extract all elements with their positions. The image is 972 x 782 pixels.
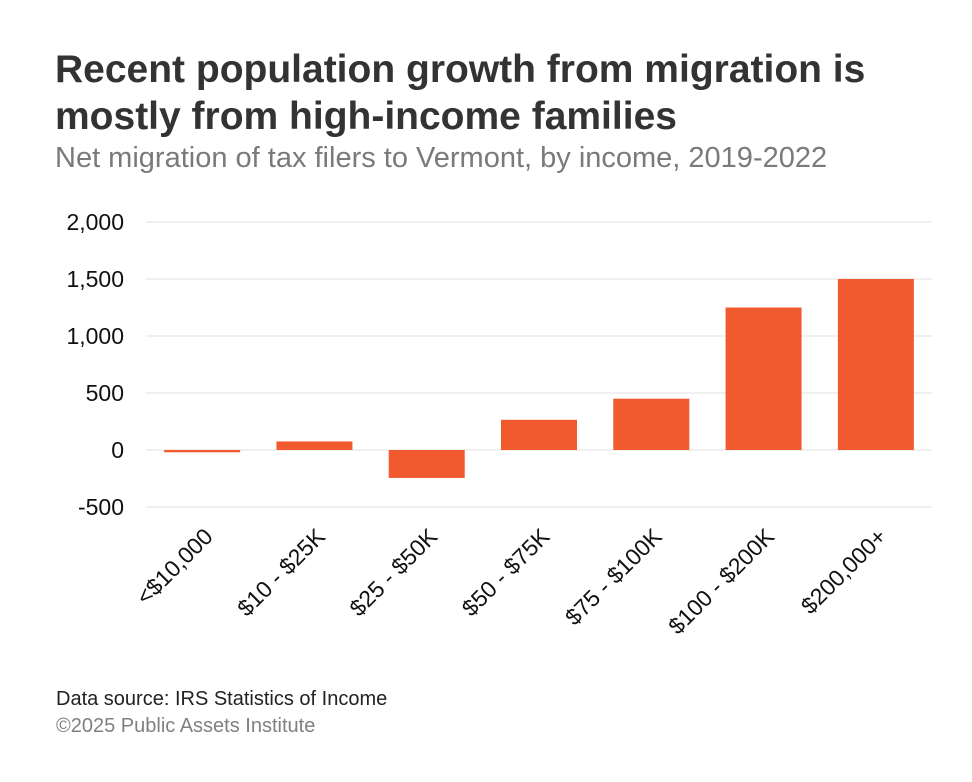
x-tick-label: $100 - $200K	[663, 523, 780, 640]
x-axis-labels: <$10,000 $10 - $25K $25 - $50K $50 - $75K $7…	[131, 523, 891, 640]
y-tick-label: 2,000	[66, 209, 124, 235]
y-tick-label: -500	[78, 494, 124, 520]
bar	[388, 450, 465, 478]
x-tick-label: $75 - $100K	[560, 523, 667, 630]
y-tick-label: 500	[86, 380, 124, 406]
copyright-note: ©2025 Public Assets Institute	[56, 715, 316, 737]
x-tick-label: $50 - $75K	[457, 523, 555, 621]
y-tick-label: 1,000	[66, 323, 124, 349]
bar	[613, 398, 690, 450]
y-tick-label: 0	[111, 437, 124, 463]
bar	[837, 279, 914, 450]
chart-subtitle: Net migration of tax filers to Vermont, …	[55, 142, 828, 174]
bar	[501, 419, 577, 450]
bars	[164, 279, 914, 478]
bar	[276, 441, 353, 450]
bar	[164, 450, 241, 453]
gridlines	[146, 221, 932, 508]
chart-title: Recent population growth from migration …	[55, 48, 866, 138]
bar-chart: 2,000 1,500 1,000 500 0 -500 <$10,000 $10 - $2…	[66, 209, 932, 640]
data-source-note: Data source: IRS Statistics of Income	[56, 688, 388, 710]
y-axis-labels: 2,000 1,500 1,000 500 0 -500	[66, 209, 124, 520]
bar	[725, 307, 802, 450]
y-tick-label: 1,500	[66, 266, 124, 292]
x-tick-label: <$10,000	[131, 523, 218, 610]
x-tick-label: $10 - $25K	[232, 523, 330, 621]
x-tick-label: $200,000+	[796, 523, 892, 619]
x-tick-label: $25 - $50K	[344, 523, 442, 621]
